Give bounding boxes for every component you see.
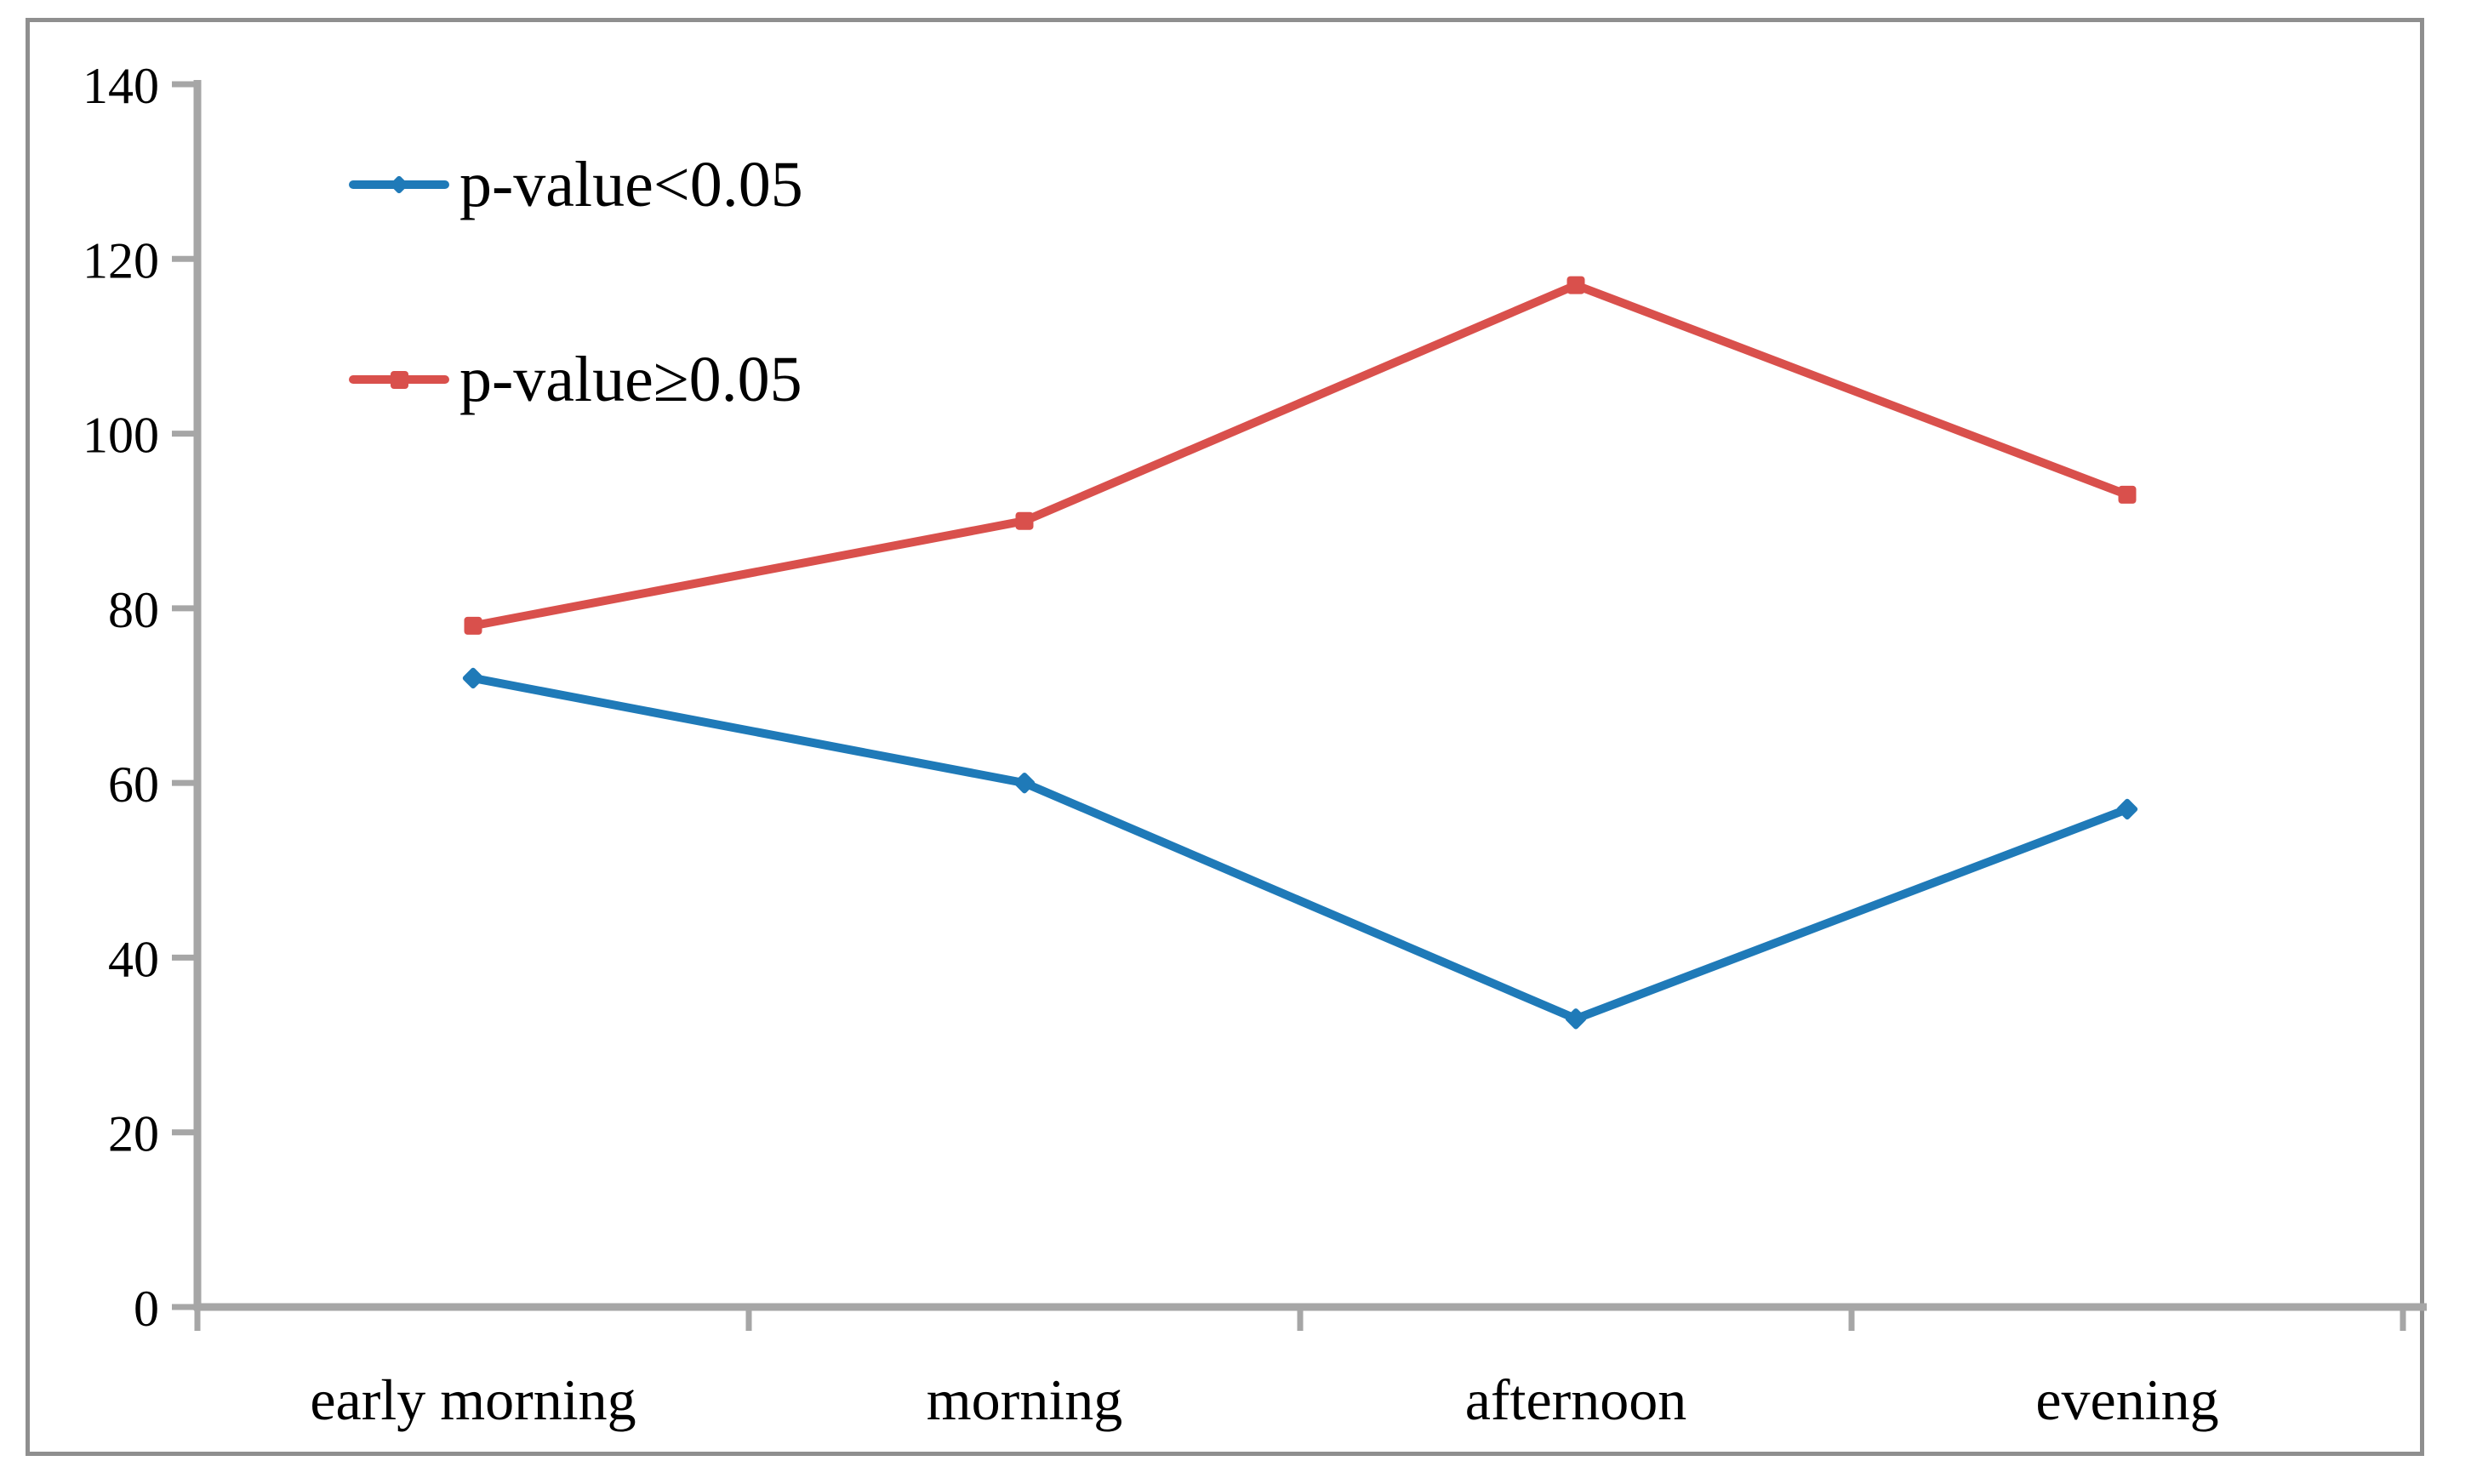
y-tick-label: 100 — [83, 408, 159, 464]
data-point-marker — [1566, 276, 1585, 294]
y-tick-label: 60 — [108, 756, 159, 813]
legend-swatch — [349, 368, 449, 391]
x-axis-label: early morning — [310, 1367, 636, 1432]
data-point-marker — [2116, 798, 2138, 820]
legend-label: p-value≥0.05 — [459, 344, 802, 415]
y-tick-label: 40 — [108, 931, 159, 987]
chart-border — [26, 18, 2424, 1456]
x-axis-label: afternoon — [1465, 1367, 1687, 1432]
data-point-marker — [1013, 772, 1036, 794]
y-tick-label: 20 — [108, 1106, 159, 1162]
data-point-marker — [1015, 511, 1034, 530]
y-tick-label: 80 — [108, 582, 159, 638]
diamond-marker-icon — [389, 174, 409, 195]
x-axis-label: evening — [2035, 1367, 2218, 1432]
data-point-marker — [1565, 1008, 1587, 1030]
square-marker-icon — [390, 370, 408, 389]
data-point-marker — [464, 616, 482, 635]
legend-item-pvalue-ge-005: p-value≥0.05 — [349, 347, 802, 412]
x-axis-label: morning — [927, 1367, 1122, 1432]
series-line-p-value-0-05 — [472, 674, 2129, 1024]
y-tick-label: 140 — [83, 58, 159, 114]
y-tick-label: 120 — [83, 232, 159, 288]
data-point-marker — [462, 667, 484, 689]
legend-label: p-value<0.05 — [459, 149, 803, 220]
legend-item-pvalue-lt-005: p-value<0.05 — [349, 152, 803, 217]
series-line-p-value-0-05 — [472, 280, 2129, 631]
data-point-marker — [2118, 485, 2137, 504]
legend-swatch — [349, 174, 449, 196]
y-tick-label: 0 — [134, 1281, 159, 1337]
